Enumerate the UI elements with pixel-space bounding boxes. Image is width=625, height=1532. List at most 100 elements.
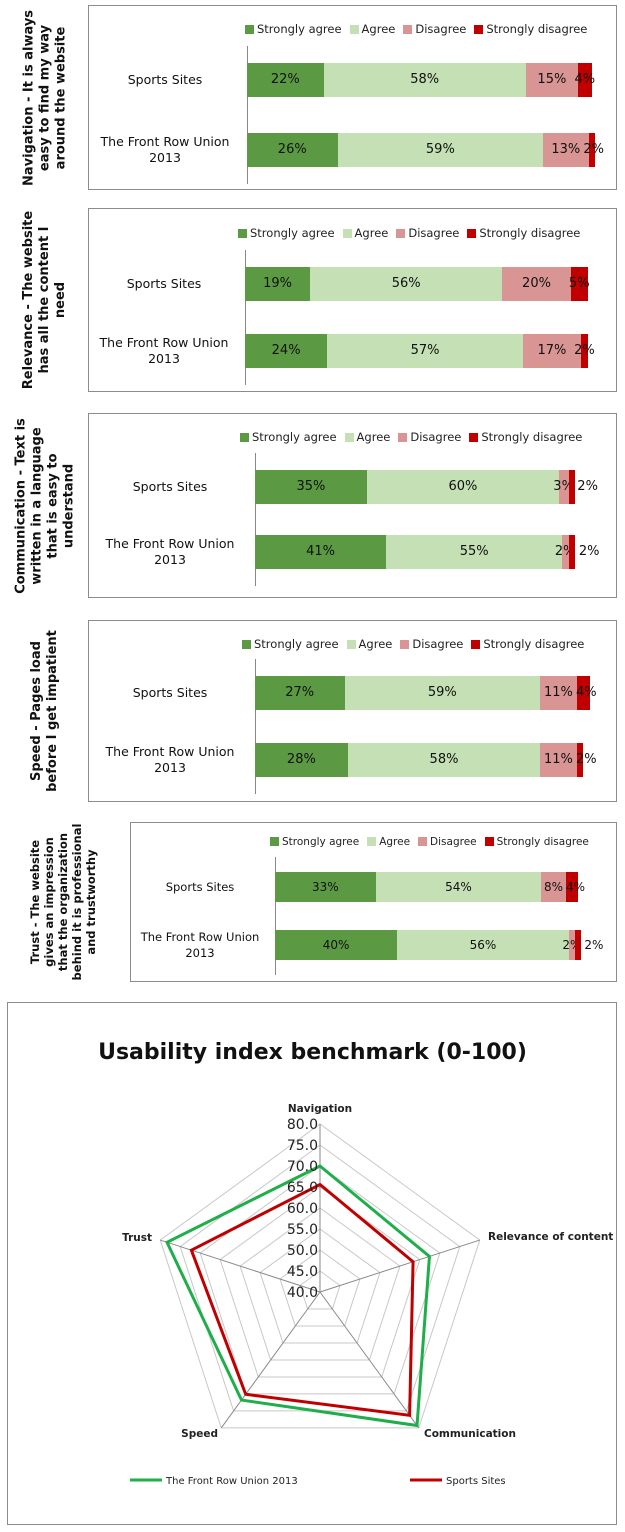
legend-label: Strongly agree (252, 430, 337, 444)
legend-swatch (467, 229, 477, 238)
data-label: 2% (575, 752, 597, 767)
category-label: The Front Row Union 2013 (99, 335, 229, 366)
legend-label: Agree (361, 22, 396, 36)
bar-segment-strongly-agree (247, 133, 338, 167)
y-axis-title: Speed - Pages load before I get impatien… (29, 630, 60, 792)
data-label: 11% (543, 752, 573, 767)
data-label: 4% (574, 72, 596, 87)
legend-swatch (403, 25, 413, 34)
legend-item: Strongly agree (270, 836, 359, 848)
bar-segment-agree (310, 267, 503, 301)
data-label: 33% (312, 880, 339, 894)
bar-segment-disagree (540, 743, 577, 777)
radar-tick-label: 55.0 (287, 1222, 318, 1238)
legend-swatch (245, 25, 254, 34)
data-label: 35% (296, 479, 326, 494)
data-label: 56% (391, 276, 421, 291)
bar-segment-strongly-disagree (568, 535, 575, 569)
bar-segment-strongly-agree (247, 63, 324, 97)
bar-segment-strongly-agree (275, 872, 376, 902)
legend: Strongly agree Agree Disagree Strongly disa… (270, 836, 589, 848)
data-label: 26% (277, 142, 307, 157)
category-label: Sports Sites (132, 685, 208, 700)
legend-swatch (240, 433, 249, 442)
data-label: 22% (270, 72, 300, 87)
data-label: 20% (522, 276, 551, 291)
bar-segment-disagree (543, 133, 589, 167)
radar-title: Usability index benchmark (0-100) (98, 1040, 527, 1065)
data-label: 60% (448, 479, 478, 494)
bar-segment-strongly-disagree (588, 133, 596, 167)
radar-gridline (299, 1270, 341, 1310)
legend-swatch (400, 640, 410, 649)
legend-label: Agree (379, 836, 411, 848)
legend-swatch (474, 25, 484, 34)
category-axis (255, 453, 256, 586)
legend-label: Strongly disagree (483, 637, 585, 651)
legend-item: Agree (367, 836, 410, 848)
legend-swatch (342, 229, 352, 238)
data-label: 54% (445, 880, 472, 894)
data-label: 58% (429, 752, 459, 767)
radar-tick-label: 45.0 (287, 1264, 318, 1280)
bar-segment-agree (323, 63, 526, 97)
data-label: 2% (578, 544, 600, 559)
data-label: 4% (575, 685, 597, 700)
legend-item: Strongly disagree (469, 430, 582, 444)
radar-axis-label: Trust (122, 1232, 152, 1244)
radar-spoke (319, 1239, 480, 1293)
category-label: Sports Sites (127, 72, 203, 87)
category-axis (245, 250, 246, 385)
bar-segment-strongly-agree (245, 334, 328, 368)
legend-label: Disagree (410, 430, 462, 444)
legend: Strongly agree Agree Disagree Strongly disa… (242, 637, 584, 651)
legend-label: Strongly agree (257, 22, 342, 36)
legend-label: Strongly agree (282, 836, 360, 848)
data-label: 8% (544, 880, 564, 894)
radar-series-line (165, 1164, 432, 1428)
bar-segment-disagree (559, 470, 569, 504)
data-label: 59% (427, 685, 457, 700)
bar-segment-strongly-disagree (574, 930, 582, 960)
category-label: Sports Sites (126, 276, 202, 291)
radar-gridline (239, 1207, 401, 1361)
bar-segment-agree (367, 470, 559, 504)
radar-axis-label: Relevance of content (488, 1231, 613, 1243)
radar-tick-label: 60.0 (287, 1201, 318, 1217)
legend-label: Strongly disagree (479, 226, 581, 240)
legend-label: Strongly agree (250, 226, 335, 240)
radar-gridline (259, 1228, 381, 1344)
radar-gridline (159, 1123, 481, 1429)
y-axis-title: Communication - Text is written in a lan… (13, 417, 76, 594)
radar-series-line (189, 1182, 415, 1418)
data-label: 2% (574, 343, 595, 358)
legend-swatch (484, 837, 494, 846)
category-axis (247, 46, 248, 184)
bar-segment-strongly-agree (255, 743, 348, 777)
bar-segment-strongly-disagree (570, 267, 588, 301)
radar-gridline (199, 1165, 441, 1395)
legend-item: Strongly disagree (471, 637, 584, 651)
bar-segment-agree (397, 930, 569, 960)
data-label: 56% (469, 938, 497, 952)
category-label: The Front Row Union 2013 (105, 536, 235, 567)
category-axis (255, 659, 256, 794)
legend-item: Disagree (403, 22, 466, 36)
legend-label: Strongly disagree (486, 22, 588, 36)
legend-swatch (418, 837, 428, 846)
bar-segment-strongly-agree (275, 930, 398, 960)
legend-label: Agree (354, 226, 389, 240)
data-label: 15% (537, 72, 567, 87)
data-label: 27% (285, 685, 315, 700)
data-label: 19% (263, 276, 292, 291)
data-label: 41% (306, 544, 335, 559)
bar-segment-disagree (502, 267, 571, 301)
legend-swatch (471, 640, 481, 649)
legend-item: Strongly disagree (467, 226, 580, 240)
bar-segment-agree (344, 676, 541, 710)
bar-segment-agree (337, 133, 544, 167)
bar-segment-agree (376, 872, 542, 902)
data-label: 24% (271, 343, 301, 358)
